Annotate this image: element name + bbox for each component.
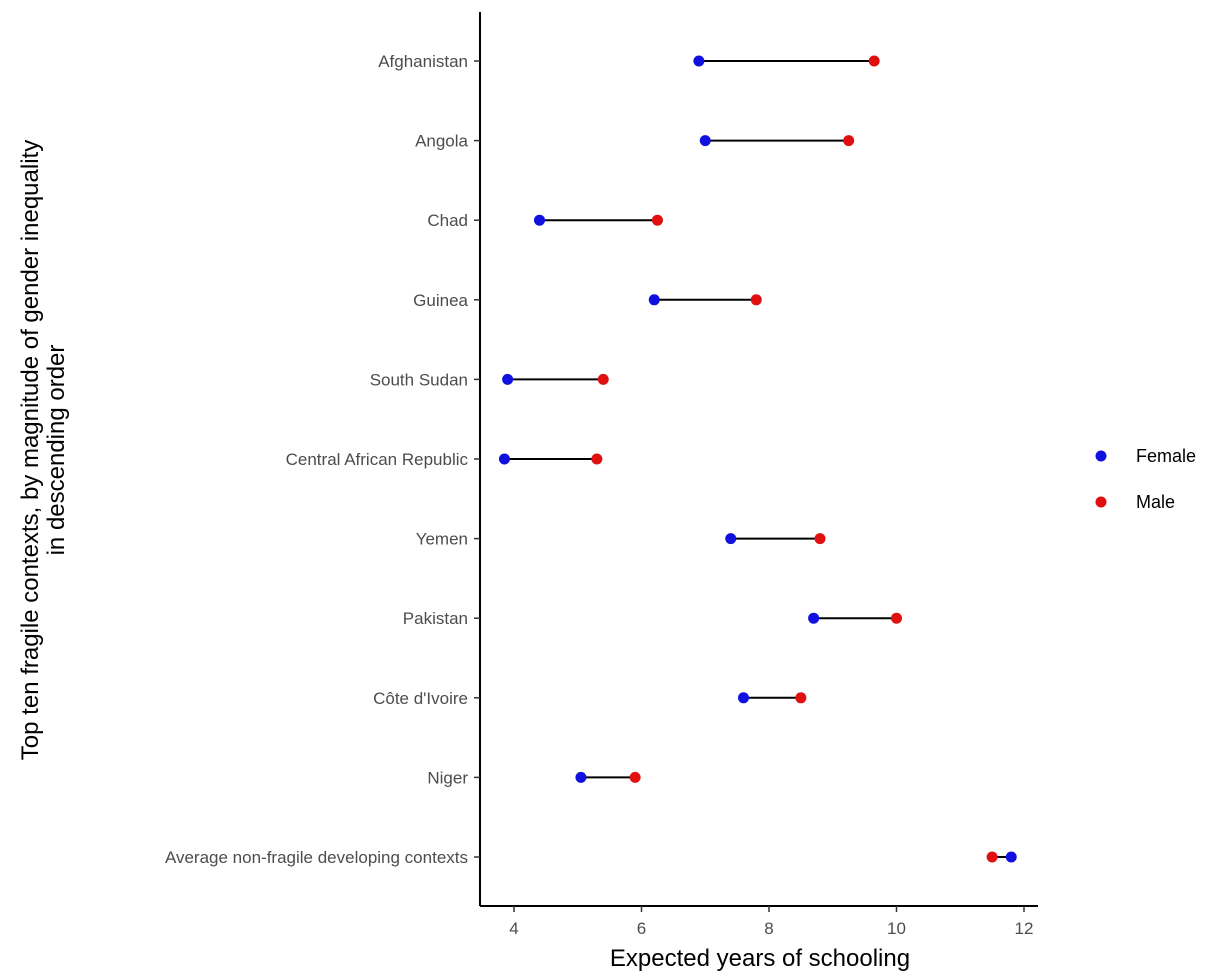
- y-tick-label-yemen: Yemen: [416, 530, 468, 549]
- female-point-guinea: [648, 294, 660, 306]
- male-point-central-african-republic: [591, 453, 603, 465]
- y-tick-label-afghanistan: Afghanistan: [378, 52, 468, 71]
- male-point-pakistan: [891, 612, 902, 624]
- female-point-afghanistan: [693, 55, 705, 67]
- female-point-central-african-republic: [498, 453, 510, 465]
- female-point-chad: [534, 214, 545, 226]
- female-point-south-sudan: [502, 373, 514, 385]
- point-layer: [498, 55, 1017, 863]
- male-point-angola: [843, 135, 855, 147]
- female-point-niger: [575, 771, 587, 783]
- female-point-average-non-fragile-developing-contexts: [1005, 851, 1017, 863]
- legend-label-female: Female: [1136, 446, 1196, 466]
- y-tick-layer: Afghanistan Angola Chad Guinea South Sudan Ce…: [165, 52, 480, 867]
- legend-key-male: [1095, 496, 1107, 508]
- y-tick-label-niger: Niger: [427, 768, 468, 787]
- male-point-chad: [651, 214, 663, 226]
- y-axis-title-line-2: in descending order: [43, 345, 70, 556]
- x-axis-title: Expected years of schooling: [610, 945, 910, 972]
- female-point-c-te-d-ivoire: [738, 692, 749, 704]
- male-point-niger: [629, 771, 641, 783]
- x-tick-label-12: 12: [1015, 919, 1034, 938]
- legend-key-female: [1095, 450, 1107, 462]
- x-tick-layer: 4 6 8 10 12: [509, 906, 1033, 938]
- y-axis-title-line-1: Top ten fragile contexts, by magnitude o…: [17, 140, 44, 760]
- y-tick-label-average-non-fragile-developing-contexts: Average non-fragile developing contexts: [165, 848, 468, 867]
- y-tick-label-guinea: Guinea: [413, 291, 468, 310]
- y-tick-label-south-sudan: South Sudan: [370, 370, 468, 389]
- x-tick-label-8: 8: [764, 919, 773, 938]
- male-point-south-sudan: [597, 373, 609, 385]
- x-tick-label-4: 4: [509, 919, 518, 938]
- y-tick-label-angola: Angola: [415, 132, 468, 151]
- legend: Female Male: [1095, 446, 1196, 512]
- y-axis-title: Top ten fragile contexts, by magnitude o…: [17, 140, 70, 760]
- female-point-angola: [699, 135, 711, 147]
- female-point-pakistan: [808, 612, 820, 624]
- y-tick-label-central-african-republic: Central African Republic: [286, 450, 469, 469]
- male-point-yemen: [814, 533, 826, 545]
- y-tick-label-c-te-d-ivoire: Côte d'Ivoire: [373, 689, 468, 708]
- female-point-yemen: [725, 533, 737, 545]
- y-tick-label-chad: Chad: [427, 211, 468, 230]
- segment-layer: [504, 60, 1012, 858]
- male-point-afghanistan: [868, 55, 880, 67]
- male-point-c-te-d-ivoire: [795, 692, 807, 704]
- x-tick-label-6: 6: [637, 919, 646, 938]
- legend-label-male: Male: [1136, 492, 1175, 512]
- y-tick-label-pakistan: Pakistan: [403, 609, 468, 628]
- x-tick-label-10: 10: [887, 919, 906, 938]
- male-point-guinea: [750, 294, 762, 306]
- male-point-average-non-fragile-developing-contexts: [986, 851, 998, 863]
